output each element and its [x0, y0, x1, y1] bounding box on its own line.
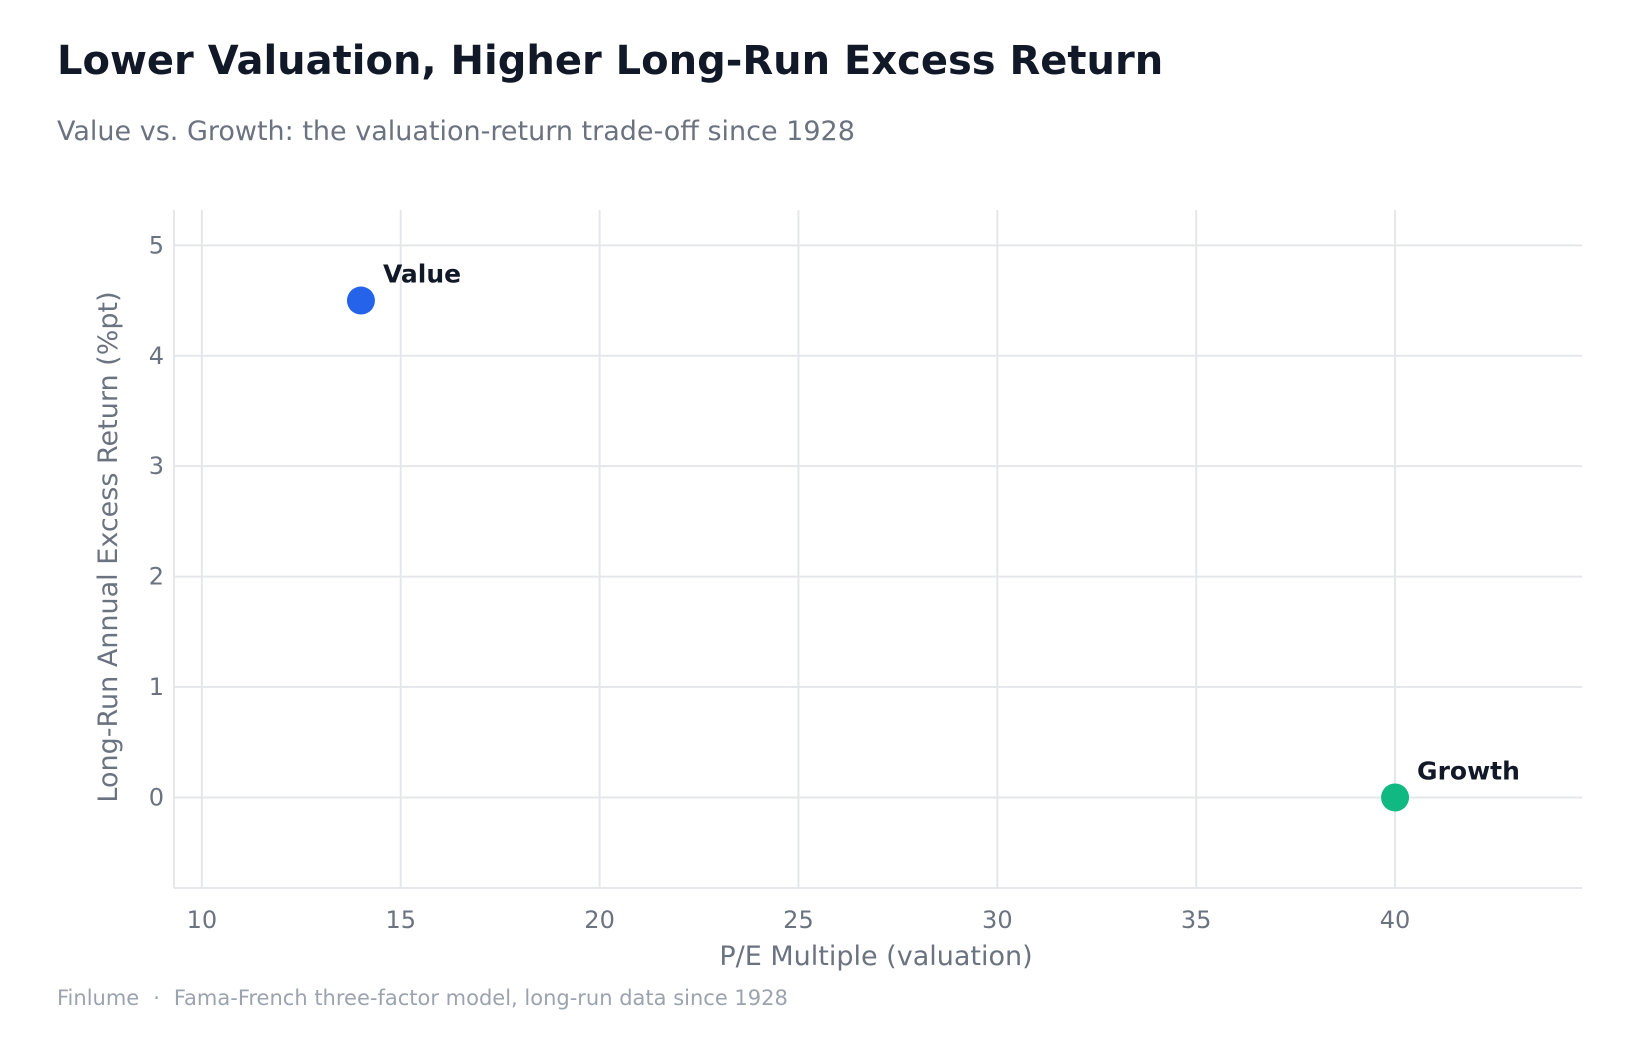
y-tick-label: 5: [149, 231, 164, 259]
footer-brand: Finlume: [57, 986, 140, 1010]
y-tick-label: 4: [149, 342, 164, 370]
y-tick-label: 2: [149, 563, 164, 591]
x-tick-label: 15: [385, 906, 416, 934]
x-tick-label: 20: [584, 906, 615, 934]
y-tick-label: 0: [149, 783, 164, 811]
x-axis-label: P/E Multiple (valuation): [719, 941, 1032, 972]
y-tick-label: 1: [149, 673, 164, 701]
y-tick-label: 3: [149, 452, 164, 480]
data-point-growth[interactable]: [1381, 783, 1410, 812]
x-tick-label: 10: [187, 906, 218, 934]
footer-source: Fama-French three-factor model, long-run…: [173, 986, 788, 1010]
data-points: Value Growth: [346, 260, 1520, 812]
x-tick-label: 35: [1181, 906, 1212, 934]
y-axis-label: Long-Run Annual Excess Return (%pt): [93, 291, 124, 802]
chart-footer: Finlume · Fama-French three-factor model, …: [57, 986, 788, 1010]
chart-title: Lower Valuation, Higher Long-Run Excess …: [57, 38, 1164, 84]
x-tick-label: 25: [783, 906, 814, 934]
point-label-growth: Growth: [1417, 756, 1520, 785]
footer-separator: ·: [153, 986, 160, 1010]
point-label-value: Value: [383, 260, 461, 289]
axes: [173, 210, 1582, 889]
x-tick-label: 40: [1380, 906, 1411, 934]
x-tick-label: 30: [982, 906, 1013, 934]
chart-subtitle: Value vs. Growth: the valuation-return t…: [57, 116, 855, 147]
grid-lines: [174, 210, 1582, 888]
data-point-value[interactable]: [346, 286, 375, 315]
tick-labels: 10 15 20 25 30 35 40 0 1 2 3 4 5: [149, 231, 1411, 934]
